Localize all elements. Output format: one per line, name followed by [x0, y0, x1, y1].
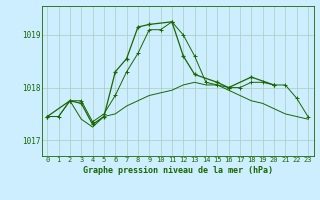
X-axis label: Graphe pression niveau de la mer (hPa): Graphe pression niveau de la mer (hPa): [83, 166, 273, 175]
